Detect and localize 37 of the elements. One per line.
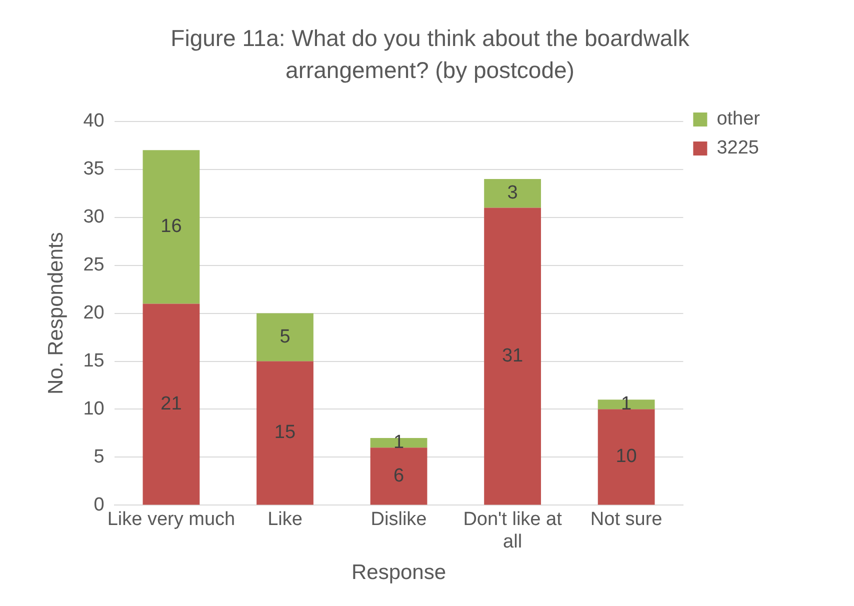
data-label: 1 bbox=[621, 394, 632, 415]
x-tick-label: Like very much bbox=[107, 508, 236, 530]
bar bbox=[256, 361, 314, 505]
bar bbox=[484, 178, 541, 208]
data-label: 16 bbox=[160, 216, 182, 238]
data-label: 15 bbox=[274, 422, 296, 444]
y-tick-label: 35 bbox=[83, 158, 104, 180]
x-tick-label: Like bbox=[268, 508, 302, 530]
bar bbox=[370, 448, 428, 505]
y-tick-label: 30 bbox=[83, 206, 104, 228]
bar bbox=[142, 150, 200, 304]
y-axis-title: No. Respondents bbox=[44, 232, 68, 394]
x-axis-title: Response bbox=[351, 561, 446, 584]
y-tick-label: 40 bbox=[83, 110, 104, 132]
x-tick-label: Dislike bbox=[370, 508, 427, 530]
data-label: 3 bbox=[507, 182, 518, 204]
data-label: 21 bbox=[160, 393, 182, 414]
bar bbox=[142, 304, 200, 505]
chart-title: Figure 11a: What do you think about the boardwalk arrangement? (by postcode) bbox=[170, 24, 690, 85]
data-label: 31 bbox=[502, 345, 524, 366]
y-tick-label: 25 bbox=[83, 254, 104, 276]
data-label: 1 bbox=[393, 432, 404, 454]
bar bbox=[484, 208, 541, 505]
x-tick-label: Not sure bbox=[590, 508, 662, 530]
y-tick-label: 10 bbox=[83, 398, 104, 420]
bar bbox=[256, 313, 314, 362]
x-tick-label: Don't like at all bbox=[463, 508, 563, 553]
y-tick-label: 5 bbox=[94, 446, 104, 468]
legend-label: other bbox=[716, 108, 761, 130]
bar bbox=[598, 409, 655, 505]
data-label: 10 bbox=[616, 446, 637, 468]
y-tick-label: 20 bbox=[83, 302, 104, 324]
data-label: 5 bbox=[280, 326, 290, 348]
data-label: 6 bbox=[393, 465, 404, 486]
y-tick-label: 0 bbox=[94, 494, 104, 516]
legend-label: 3225 bbox=[716, 138, 759, 159]
y-tick-label: 15 bbox=[83, 350, 104, 372]
